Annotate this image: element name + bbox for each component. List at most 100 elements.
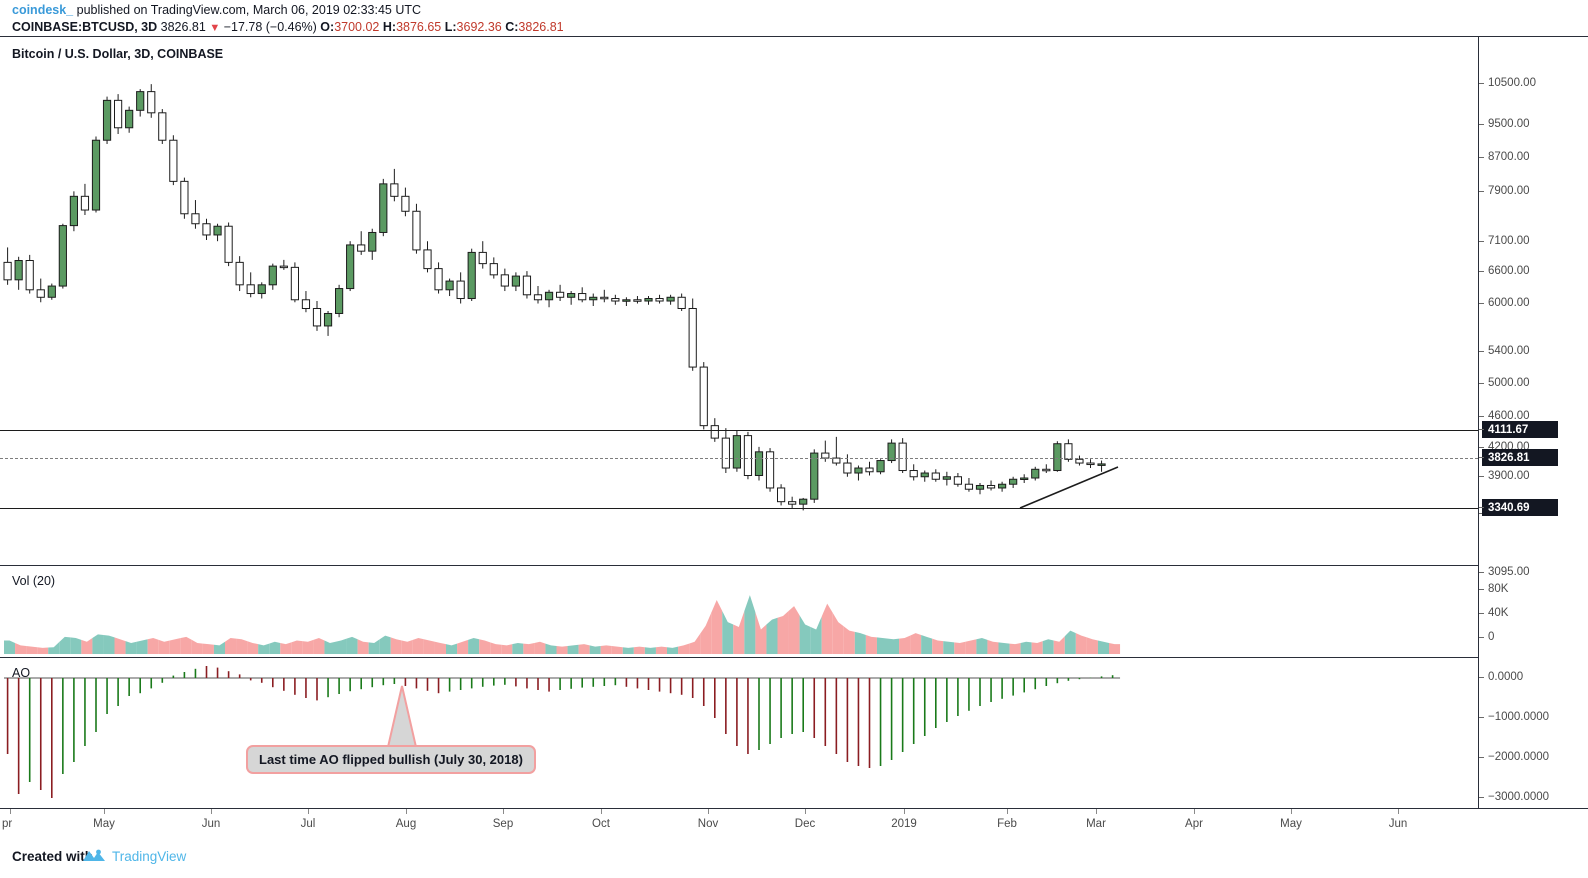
candlestick (368, 228, 377, 260)
candlestick (511, 272, 520, 292)
publisher-name[interactable]: coindesk_ (12, 3, 74, 17)
volume-bar (876, 637, 888, 654)
candlestick (489, 257, 498, 279)
candlestick (423, 241, 432, 273)
open-value: 3700.02 (334, 20, 380, 34)
candlestick (114, 94, 123, 134)
volume-bar (4, 640, 16, 654)
candlestick (213, 223, 222, 242)
publish-info: published on TradingView.com, March 06, … (73, 3, 422, 17)
candlestick (467, 248, 476, 302)
candlestick (931, 469, 940, 482)
candlestick (942, 471, 951, 486)
time-axis[interactable]: pr May Jun Jul Aug Sep Oct Nov Dec 2019 Feb Mar Apr M… (0, 808, 1588, 840)
time-axis-mark (211, 809, 212, 814)
volume-bar (611, 646, 623, 654)
volume-bar (15, 642, 27, 654)
candlestick (854, 465, 863, 481)
volume-bar (180, 636, 192, 654)
volume-bar (921, 634, 933, 654)
volume-bar (81, 638, 93, 654)
volume-bar (744, 595, 756, 654)
volume-pane-title: Vol (20) (12, 574, 56, 588)
volume-bar (280, 642, 292, 654)
volume-bar (644, 647, 656, 654)
price-down-arrow-icon: ▼ (209, 22, 221, 34)
candlestick (920, 470, 929, 482)
volume-bar (600, 645, 612, 654)
volume-bar (313, 638, 325, 654)
ao-axis[interactable]: 0.0000 −1000.0000 −2000.0000 −3000.0000 (1479, 657, 1588, 808)
ao-pane[interactable]: AO (0, 658, 1478, 809)
price-axis[interactable]: 10500.00 9500.00 8700.00 7900.00 7100.00 6600… (1479, 36, 1588, 578)
volume-bar (976, 638, 988, 654)
volume-bar (578, 644, 590, 654)
volume-bar (722, 611, 734, 654)
price-line-resistance (0, 430, 1478, 431)
candlestick (3, 247, 12, 285)
volume-bar (711, 599, 723, 654)
candlestick (279, 259, 288, 270)
candlestick (158, 109, 167, 144)
time-axis-mark (1007, 809, 1008, 814)
volume-bar (390, 637, 402, 654)
time-axis-mark (104, 809, 105, 814)
last-price-value: 3826.81 (160, 20, 206, 34)
volume-bar (357, 639, 369, 654)
open-label: O: (320, 20, 335, 34)
volume-bar (423, 639, 435, 654)
candlestick (556, 284, 565, 302)
volume-bar (1075, 633, 1087, 654)
volume-bar (854, 631, 866, 654)
time-axis-mark (1398, 809, 1399, 814)
volume-bar (468, 638, 480, 654)
volume-bar (1053, 636, 1065, 654)
candlestick (445, 278, 454, 297)
volume-bar (545, 643, 557, 654)
low-value: 3692.36 (456, 20, 502, 34)
symbol-label[interactable]: COINBASE:BTCUSD, 3D (12, 20, 158, 34)
volume-bar (412, 638, 424, 654)
created-with-label: Created with (12, 849, 94, 864)
candlestick (69, 191, 79, 232)
high-label: H: (382, 20, 397, 34)
candlestick (136, 89, 145, 117)
time-axis-label: Jun (201, 818, 221, 830)
volume-bar (446, 643, 458, 654)
volume-bar (910, 633, 922, 654)
volume-bar (501, 644, 513, 654)
tradingview-logo-icon (82, 848, 106, 869)
price-pane[interactable]: Bitcoin / U.S. Dollar, 3D, COINBASE (0, 37, 1478, 566)
trendline (1019, 466, 1119, 509)
candlestick (1020, 474, 1029, 483)
volume-bar (689, 633, 701, 654)
candlestick (600, 289, 609, 303)
volume-bar (700, 612, 712, 654)
time-axis-label: Mar (1086, 818, 1106, 830)
volume-bar (888, 638, 900, 654)
candlestick (677, 293, 686, 311)
volume-bar (269, 641, 281, 654)
volume-bar (158, 639, 170, 654)
volume-bar (766, 617, 778, 654)
axis-separator (1478, 36, 1479, 808)
candlestick (788, 496, 797, 508)
volume-axis[interactable]: 80K 40K 0 (1479, 565, 1588, 657)
tradingview-label[interactable]: TradingView (112, 849, 187, 864)
candlestick (1097, 460, 1106, 472)
volume-pane[interactable]: Vol (20) (0, 566, 1478, 658)
volume-bar (457, 639, 469, 654)
candlestick (47, 283, 56, 300)
candlestick (699, 362, 708, 430)
candlestick (379, 178, 388, 237)
volume-bar (346, 636, 358, 654)
chart-frame: Bitcoin / U.S. Dollar, 3D, COINBASE Vol … (0, 36, 1588, 808)
ao-histogram-series (4, 666, 1121, 798)
volume-bar (70, 637, 82, 654)
volume-bar (678, 643, 690, 654)
volume-bar (225, 638, 237, 654)
candlestick (589, 293, 598, 306)
candlestick (102, 96, 112, 144)
candlestick (765, 448, 775, 492)
candlestick (754, 446, 764, 481)
